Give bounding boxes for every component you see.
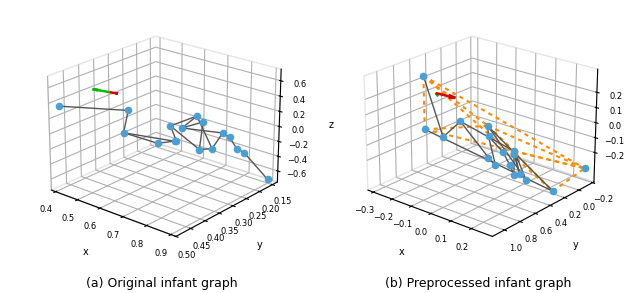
Y-axis label: y: y — [256, 240, 262, 250]
X-axis label: x: x — [83, 247, 88, 257]
Title: (b) Preprocessed infant graph: (b) Preprocessed infant graph — [385, 277, 572, 290]
X-axis label: x: x — [399, 247, 405, 257]
Title: (a) Original infant graph: (a) Original infant graph — [86, 277, 237, 290]
Y-axis label: y: y — [573, 240, 579, 250]
